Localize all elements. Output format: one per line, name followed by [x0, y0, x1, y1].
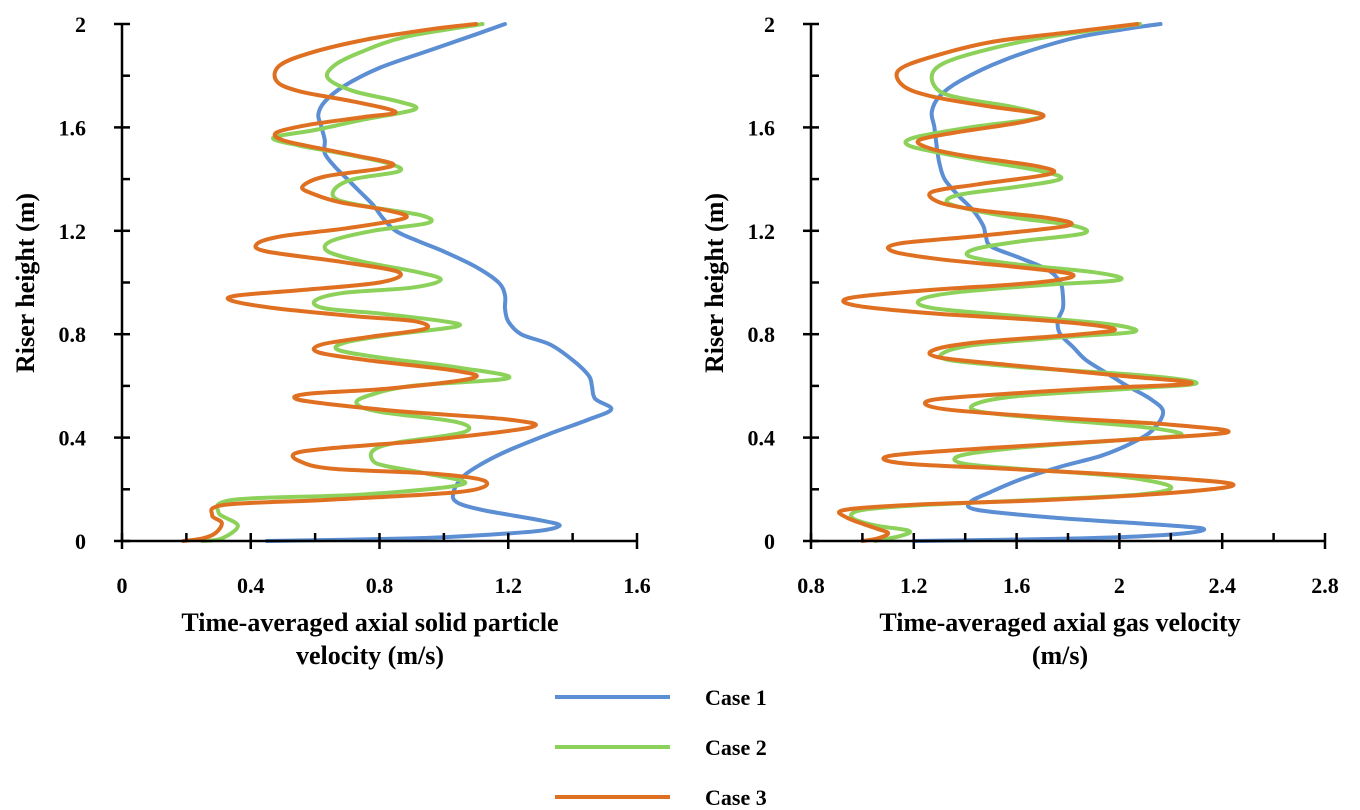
x-tick-label: 0.8	[366, 573, 394, 598]
legend-label-case-1: Case 1	[705, 685, 767, 710]
legend-label-case-2: Case 2	[705, 735, 767, 760]
x-tick-label: 0	[117, 573, 128, 598]
x-tick-label: 2.4	[1208, 573, 1236, 598]
solid-velocity-chart: 0 0.4 0.8 1.2 1.6 2 0 0.4 0.8 1.2 1.6 Time-average…	[11, 12, 651, 670]
legend-label-case-3: Case 3	[705, 785, 767, 810]
y-tick-label: 0.8	[748, 322, 776, 347]
x-tick-label: 0.8	[797, 573, 825, 598]
y-tick-label: 2	[75, 12, 86, 37]
y-tick-label: 2	[764, 12, 775, 37]
series-line-case-1	[911, 22, 1207, 543]
y-tick-label: 1.2	[748, 219, 776, 244]
x-tick-label: 1.2	[495, 573, 523, 598]
x-tick-label: 1.6	[623, 573, 651, 598]
y-tick-label: 0.4	[59, 426, 87, 451]
y-tick-label: 0.4	[748, 426, 776, 451]
series-line-case-2	[200, 22, 512, 543]
y-tick-label: 0.8	[59, 322, 87, 347]
y-tick-label: 1.6	[59, 115, 87, 140]
x-tick-label: 1.6	[1003, 573, 1031, 598]
y-axis-title: Riser height (m)	[700, 193, 729, 373]
x-tick-label: 0.4	[237, 573, 265, 598]
x-axis-title-line-2: velocity (m/s)	[296, 641, 444, 670]
plot-area	[181, 22, 614, 543]
y-tick-label: 1.2	[59, 219, 87, 244]
axes: 0 0.4 0.8 1.2 1.6 2 0 0.4 0.8 1.2 1.6	[59, 12, 651, 598]
y-axis-title: Riser height (m)	[11, 193, 40, 373]
y-tick-label: 0	[764, 529, 775, 554]
x-axis-title-line-1: Time-averaged axial gas velocity	[879, 608, 1240, 637]
x-tick-label: 1.2	[900, 573, 928, 598]
gas-velocity-chart: 0 0.4 0.8 1.2 1.6 2 0.8 1.2 1.6 2 2.4 2.8 Time-aver…	[700, 12, 1339, 670]
series-line-case-3	[836, 22, 1236, 543]
x-tick-label: 2.8	[1311, 573, 1339, 598]
plot-area	[836, 22, 1236, 543]
legend: Case 1 Case 2 Case 3	[555, 685, 767, 810]
x-tick-label: 2	[1114, 573, 1125, 598]
y-tick-label: 1.6	[748, 115, 776, 140]
axes: 0 0.4 0.8 1.2 1.6 2 0.8 1.2 1.6 2 2.4 2.8	[748, 12, 1339, 598]
x-axis-title-line-1: Time-averaged axial solid particle	[181, 608, 558, 637]
y-tick-label: 0	[75, 529, 86, 554]
x-axis-title-line-2: (m/s)	[1032, 641, 1088, 670]
series-line-case-3	[181, 22, 538, 543]
